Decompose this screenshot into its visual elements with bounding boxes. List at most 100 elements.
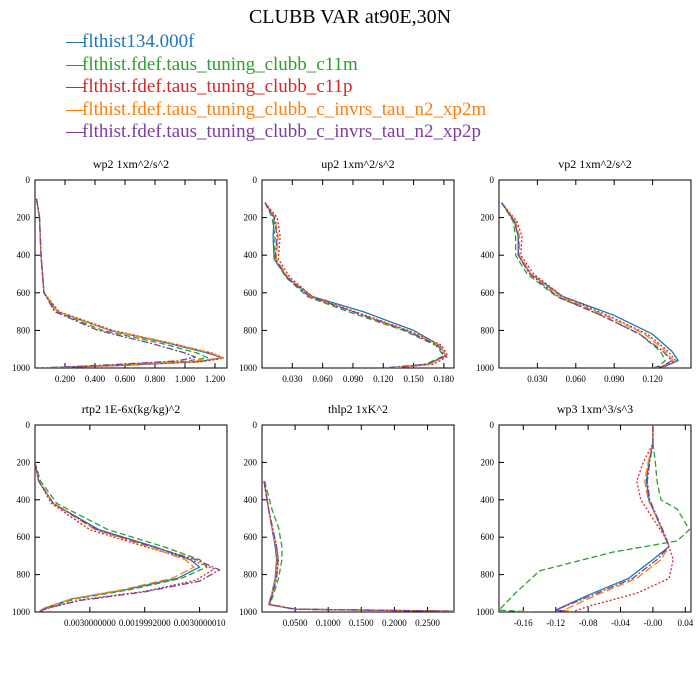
x-tick-label: 1.000 <box>175 374 196 384</box>
chart-panel: wp3 1xm^3/s^3 0 200 400 600 800 1000 -0.16 -0.12… <box>476 402 694 628</box>
x-tick-label: 0.090 <box>604 374 625 384</box>
series-line <box>501 202 674 368</box>
y-tick-label: 200 <box>17 457 31 467</box>
series-line <box>264 202 445 368</box>
x-tick-label: 0.0030000010 <box>174 618 226 628</box>
x-tick-label: 0.0030000000 <box>64 618 116 628</box>
y-tick-label: 800 <box>17 570 31 580</box>
series-line <box>263 480 454 612</box>
x-tick-label: 1.200 <box>205 374 226 384</box>
series-line <box>35 198 225 368</box>
series-line <box>501 202 667 368</box>
x-tick-label: 0.030 <box>527 374 548 384</box>
series-line <box>35 462 221 612</box>
y-tick-label: 0 <box>26 420 31 430</box>
y-tick-label: 400 <box>17 495 31 505</box>
series-line <box>264 202 446 368</box>
panel-title: vp2 1xm^2/s^2 <box>558 157 632 171</box>
legend-entry: —flthist.fdef.taus_tuning_clubb_c_invrs_… <box>66 99 486 122</box>
y-tick-label: 0 <box>490 420 495 430</box>
panel-title: rtp2 1E-6x(kg/kg)^2 <box>82 402 181 416</box>
panel-title: up2 1xm^2/s^2 <box>321 157 395 171</box>
series-line <box>35 462 201 612</box>
series-line <box>35 198 224 368</box>
x-tick-label: 0.180 <box>434 374 455 384</box>
y-tick-label: 400 <box>481 495 495 505</box>
legend-entry: —flthist.fdef.taus_tuning_clubb_c11p <box>66 76 486 99</box>
plot-frame <box>34 179 228 369</box>
series-line <box>35 198 209 368</box>
series-line <box>35 462 208 612</box>
y-tick-label: 600 <box>244 288 258 298</box>
y-tick-label: 800 <box>244 325 258 335</box>
y-tick-label: 400 <box>244 495 258 505</box>
x-tick-label: 0.120 <box>642 374 663 384</box>
y-tick-label: 800 <box>481 570 495 580</box>
series-line <box>264 202 449 368</box>
y-tick-label: 400 <box>244 250 258 260</box>
x-tick-label: 0.0019992000 <box>119 618 171 628</box>
y-tick-label: 800 <box>481 325 495 335</box>
y-tick-label: 400 <box>17 250 31 260</box>
y-tick-label: 200 <box>481 457 495 467</box>
legend-entry: —flthist.fdef.taus_tuning_clubb_c_invrs_… <box>66 121 486 144</box>
legend-line-symbol: — <box>66 121 85 142</box>
series-line <box>555 425 670 612</box>
panel-title: wp3 1xm^3/s^3 <box>557 402 633 416</box>
legend: —flthist134.000f —flthist.fdef.taus_tuni… <box>66 31 486 144</box>
plot-frame <box>261 424 455 613</box>
x-tick-label: -0.04 <box>611 618 630 628</box>
chart-panel: wp2 1xm^2/s^2 0 200 400 600 800 1000 0.200 0.400… <box>12 157 228 384</box>
series-line <box>555 425 670 612</box>
y-tick-label: 600 <box>17 288 31 298</box>
legend-label: flthist.fdef.taus_tuning_clubb_c_invrs_t… <box>82 98 487 120</box>
legend-label: flthist.fdef.taus_tuning_clubb_c11m <box>82 53 358 75</box>
legend-line-symbol: — <box>66 53 85 75</box>
y-tick-label: 200 <box>244 213 258 223</box>
series-line <box>263 480 454 612</box>
x-tick-label: 0.060 <box>566 374 587 384</box>
series-line <box>264 202 447 368</box>
series-line <box>263 480 454 612</box>
y-tick-label: 0 <box>253 175 258 185</box>
plot-frame <box>498 179 692 369</box>
chart-panel: thlp2 1xK^2 0 200 400 600 800 1000 0.0500 0.1000… <box>239 402 455 628</box>
y-tick-label: 800 <box>244 570 258 580</box>
y-tick-label: 600 <box>17 532 31 542</box>
legend-entry: —flthist.fdef.taus_tuning_clubb_c11m <box>66 54 486 77</box>
x-tick-label: 0.200 <box>55 374 76 384</box>
x-tick-label: 0.400 <box>85 374 106 384</box>
plot-frame <box>261 179 455 369</box>
legend-label: flthist.fdef.taus_tuning_clubb_c_invrs_t… <box>82 121 481 142</box>
x-tick-label: 0.2000 <box>382 618 407 628</box>
x-tick-label: 0.0500 <box>283 618 308 628</box>
series-line <box>501 202 673 368</box>
x-tick-label: 0.120 <box>373 374 394 384</box>
legend-label: flthist.fdef.taus_tuning_clubb_c11p <box>82 76 353 97</box>
y-tick-label: 600 <box>481 288 495 298</box>
y-tick-label: 200 <box>244 457 258 467</box>
series-line <box>35 198 197 368</box>
series-line <box>35 198 224 368</box>
y-tick-label: 600 <box>244 532 258 542</box>
chart-panel: vp2 1xm^2/s^2 0 200 400 600 800 1000 0.030 0.060… <box>476 157 692 384</box>
x-tick-label: 0.2500 <box>415 618 440 628</box>
x-tick-label: -0.16 <box>514 618 533 628</box>
y-tick-label: 1000 <box>12 607 31 617</box>
figure-title: CLUBB VAR at90E,30N <box>248 6 452 28</box>
x-tick-label: 0.04 <box>677 618 693 628</box>
x-tick-label: 0.060 <box>313 374 334 384</box>
y-tick-label: 0 <box>26 175 31 185</box>
panel-title: wp2 1xm^2/s^2 <box>93 157 169 171</box>
legend-line-symbol: — <box>66 98 85 120</box>
y-tick-label: 0 <box>253 420 258 430</box>
x-tick-label: 0.150 <box>403 374 424 384</box>
y-tick-label: 200 <box>481 213 495 223</box>
y-tick-label: 800 <box>17 325 31 335</box>
legend-line-symbol: — <box>66 31 85 52</box>
x-tick-label: 0.1500 <box>349 618 374 628</box>
x-tick-label: 0.1000 <box>316 618 341 628</box>
y-tick-label: 1000 <box>476 363 495 373</box>
legend-label: flthist134.000f <box>82 31 195 52</box>
chart-panel: rtp2 1E-6x(kg/kg)^2 0 200 400 600 800 1000 0.00… <box>12 402 228 628</box>
